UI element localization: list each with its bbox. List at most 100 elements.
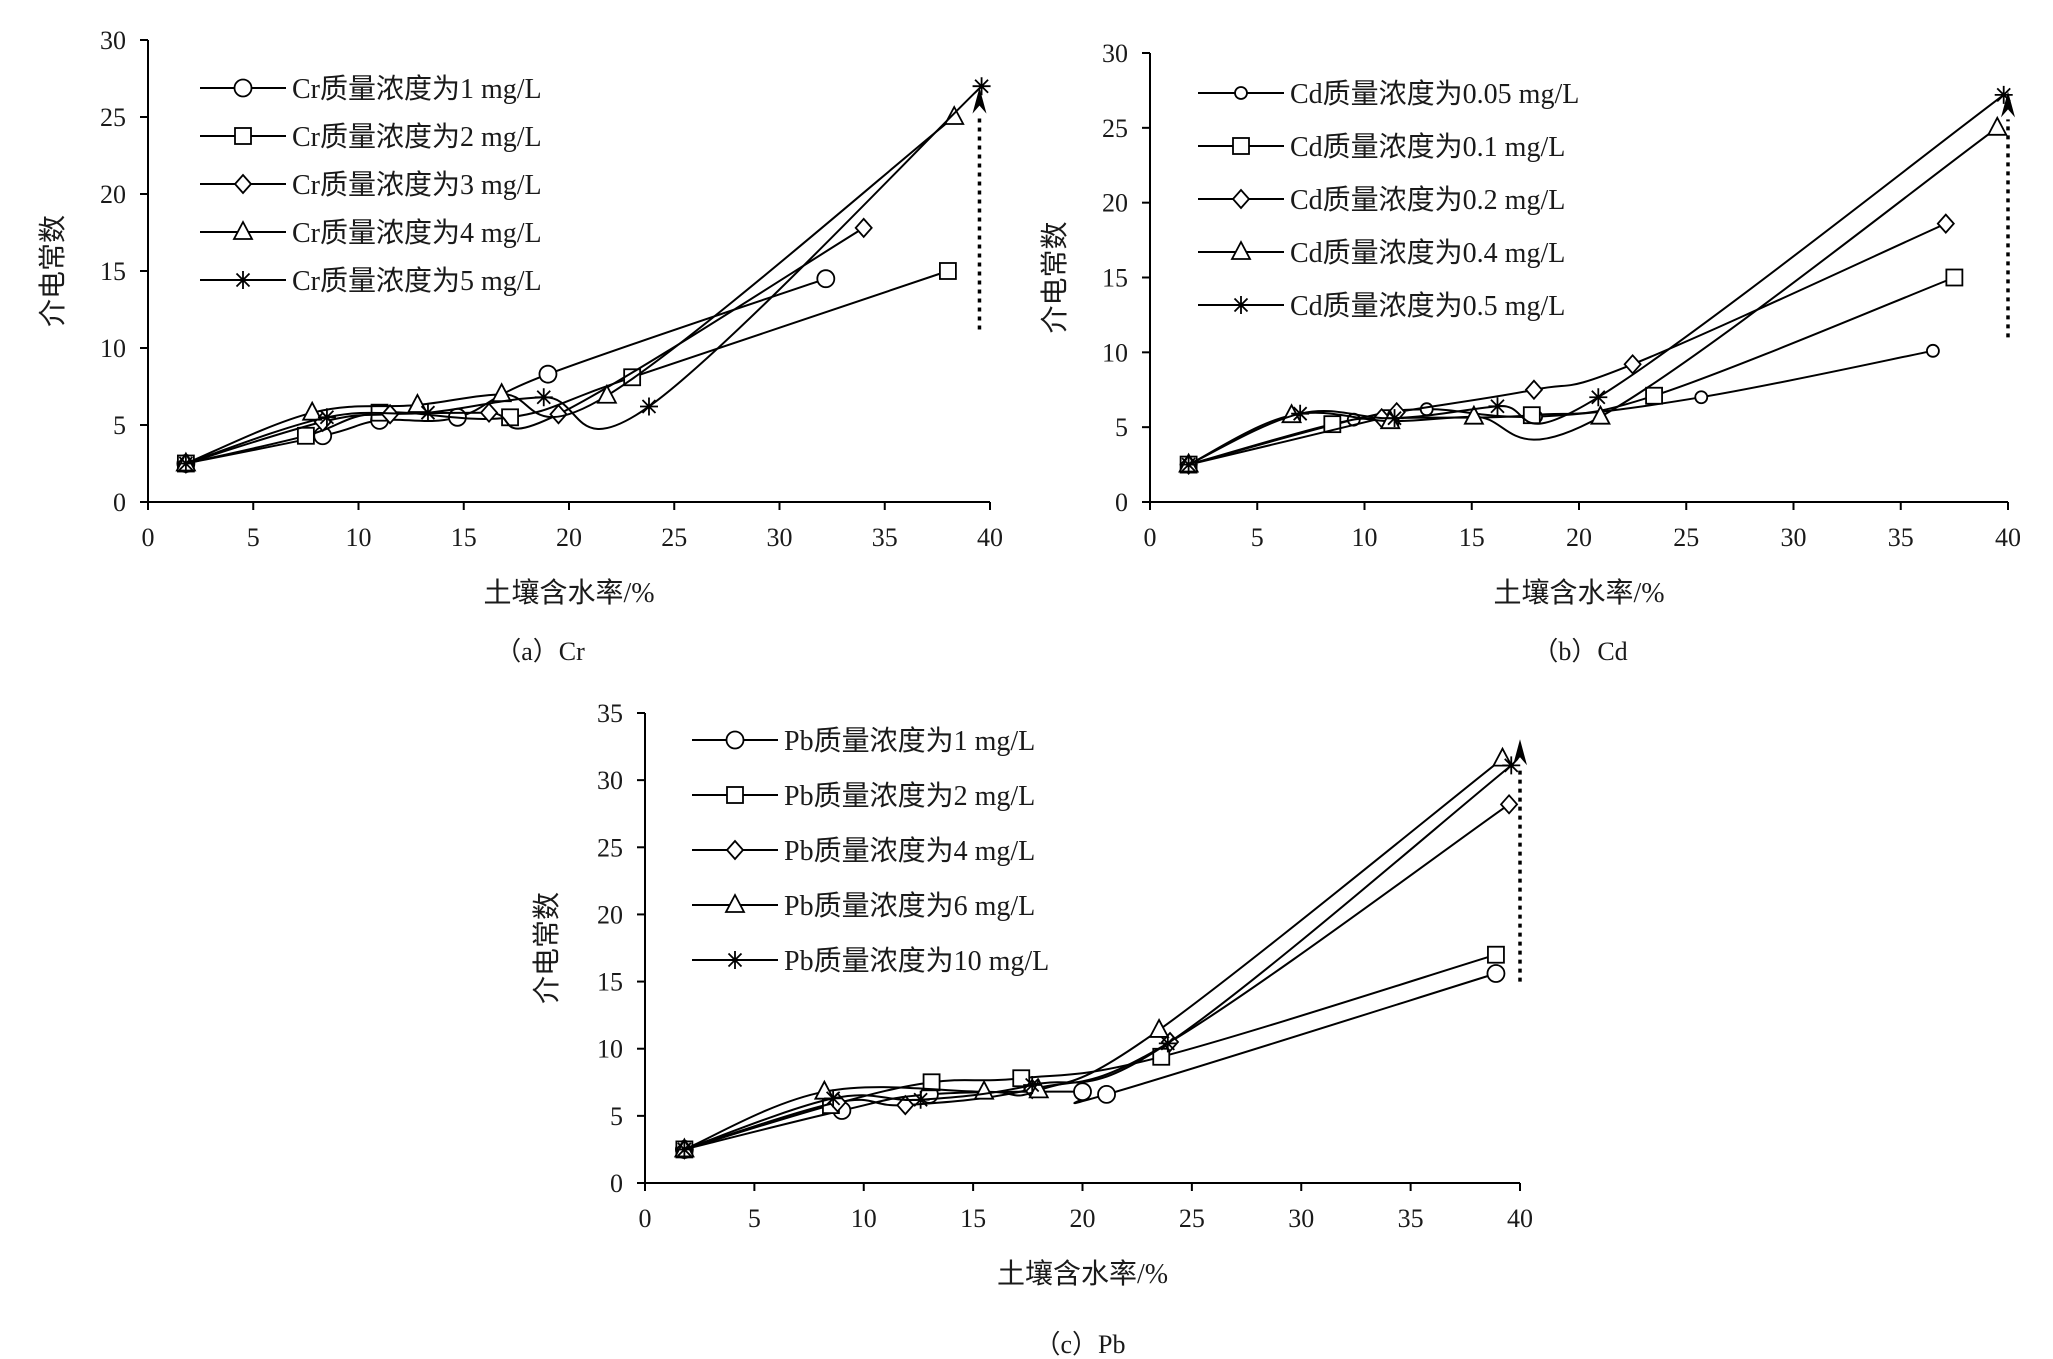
legend-label: Cr质量浓度为2 mg/L <box>292 121 542 153</box>
y-tick-label: 10 <box>597 1035 623 1064</box>
x-tick-label: 15 <box>1459 523 1485 552</box>
x-tick-label: 0 <box>639 1204 652 1233</box>
data-point <box>317 408 336 427</box>
data-point <box>1463 404 1485 425</box>
y-tick-label: 25 <box>597 833 623 862</box>
legend-marker <box>1231 188 1251 210</box>
y-tick-label: 5 <box>610 1102 623 1131</box>
data-point <box>1158 1034 1177 1053</box>
data-point <box>1694 390 1709 405</box>
series-5 <box>675 756 1521 1159</box>
x-tick-label: 25 <box>661 523 687 552</box>
data-point <box>939 262 957 280</box>
y-tick-label: 15 <box>100 257 126 286</box>
data-point <box>1023 1075 1042 1094</box>
data-point <box>1589 404 1611 425</box>
x-tick-label: 40 <box>1507 1204 1533 1233</box>
y-tick-label: 0 <box>610 1169 623 1198</box>
data-point <box>296 426 315 445</box>
y-tick-label: 25 <box>100 103 126 132</box>
y-tick-label: 15 <box>1102 264 1128 293</box>
data-point <box>538 364 558 384</box>
trend-arrow <box>2001 91 2015 338</box>
y-tick-label: 15 <box>597 968 623 997</box>
series-1 <box>176 269 836 473</box>
legend-marker <box>726 951 744 969</box>
legend-entry: Pb质量浓度为10 mg/L <box>692 945 1049 977</box>
legend-marker <box>1232 137 1250 155</box>
data-point <box>639 397 658 416</box>
legend-entry: Pb质量浓度为4 mg/L <box>692 835 1035 867</box>
data-point <box>1148 1017 1170 1038</box>
legend-entry: Cd质量浓度为0.1 mg/L <box>1198 131 1565 163</box>
y-tick-label: 0 <box>113 488 126 517</box>
legend-label: Cd质量浓度为0.2 mg/L <box>1290 184 1565 216</box>
x-axis-title: 土壤含水率/% <box>483 577 654 609</box>
legend-entry: Cd质量浓度为0.2 mg/L <box>1198 184 1565 216</box>
x-tick-label: 0 <box>1144 523 1157 552</box>
panel-caption: （a）Cr <box>495 637 585 666</box>
legend-entry: Pb质量浓度为1 mg/L <box>692 725 1035 757</box>
legend-label: Cr质量浓度为3 mg/L <box>292 169 542 201</box>
arrow-head <box>972 87 987 114</box>
legend-marker <box>726 786 744 804</box>
data-point <box>1499 793 1519 815</box>
x-tick-label: 25 <box>1673 523 1699 552</box>
legend-entry: Cr质量浓度为4 mg/L <box>200 217 542 249</box>
data-point <box>1524 379 1544 401</box>
x-tick-label: 10 <box>851 1204 877 1233</box>
legend-label: Cr质量浓度为4 mg/L <box>292 217 542 249</box>
y-tick-label: 30 <box>597 766 623 795</box>
data-point <box>922 1073 941 1092</box>
data-point <box>816 269 836 289</box>
legend-label: Pb质量浓度为2 mg/L <box>784 780 1035 812</box>
x-tick-label: 15 <box>451 523 477 552</box>
data-point <box>301 400 323 421</box>
data-point <box>479 402 499 424</box>
y-tick-label: 30 <box>100 26 126 55</box>
y-tick-label: 30 <box>1102 39 1128 68</box>
y-tick-label: 20 <box>597 900 623 929</box>
chart-panel-pb: 0 5 10 15 20 25 30 35 40 0 5 10 15 20 25 30 35 土壤含水率/% 介电常… <box>531 699 1533 1359</box>
data-point <box>675 1140 694 1159</box>
legend-entry: Pb质量浓度为2 mg/L <box>692 780 1035 812</box>
x-tick-label: 30 <box>767 523 793 552</box>
legend-marker <box>233 173 253 195</box>
x-axis-title: 土壤含水率/% <box>1493 577 1664 609</box>
series-5 <box>1179 85 2013 474</box>
y-tick-label: 10 <box>100 334 126 363</box>
data-point <box>1994 85 2013 104</box>
data-point <box>549 403 568 425</box>
data-point <box>1986 115 2008 136</box>
series-1 <box>674 964 1506 1159</box>
series-line <box>1188 222 1947 466</box>
legend-marker <box>233 78 253 98</box>
x-tick-label: 10 <box>1352 523 1378 552</box>
y-axis-title: 介电常数 <box>1039 221 1071 333</box>
data-point <box>1488 397 1507 416</box>
series-line <box>684 757 1504 1151</box>
legend-entry: Cd质量浓度为0.5 mg/L <box>1198 290 1565 322</box>
data-point <box>1385 409 1404 428</box>
x-tick-label: 5 <box>748 1204 761 1233</box>
chart-panel-cd: 0 5 10 15 20 25 30 35 40 0 5 10 15 20 25 30 土壤含水率/% 介电常数 （… <box>1039 39 2021 666</box>
legend-marker <box>232 220 254 240</box>
legend-marker <box>725 730 745 750</box>
data-point <box>501 408 519 427</box>
legend-label: Cr质量浓度为1 mg/L <box>292 73 542 105</box>
data-point <box>418 403 437 422</box>
legend-label: Pb质量浓度为10 mg/L <box>784 945 1049 977</box>
data-point <box>596 383 618 404</box>
x-tick-label: 20 <box>1566 523 1592 552</box>
y-tick-label: 5 <box>113 411 126 440</box>
x-tick-label: 20 <box>1070 1204 1096 1233</box>
legend-label: Pb质量浓度为6 mg/L <box>784 890 1035 922</box>
y-tick-label: 35 <box>597 699 623 728</box>
data-point <box>911 1090 930 1109</box>
legend-label: Pb质量浓度为1 mg/L <box>784 725 1035 757</box>
data-point <box>534 388 553 407</box>
data-point <box>1419 402 1434 417</box>
legend-label: Pb质量浓度为4 mg/L <box>784 835 1035 867</box>
data-point <box>1936 213 1955 234</box>
